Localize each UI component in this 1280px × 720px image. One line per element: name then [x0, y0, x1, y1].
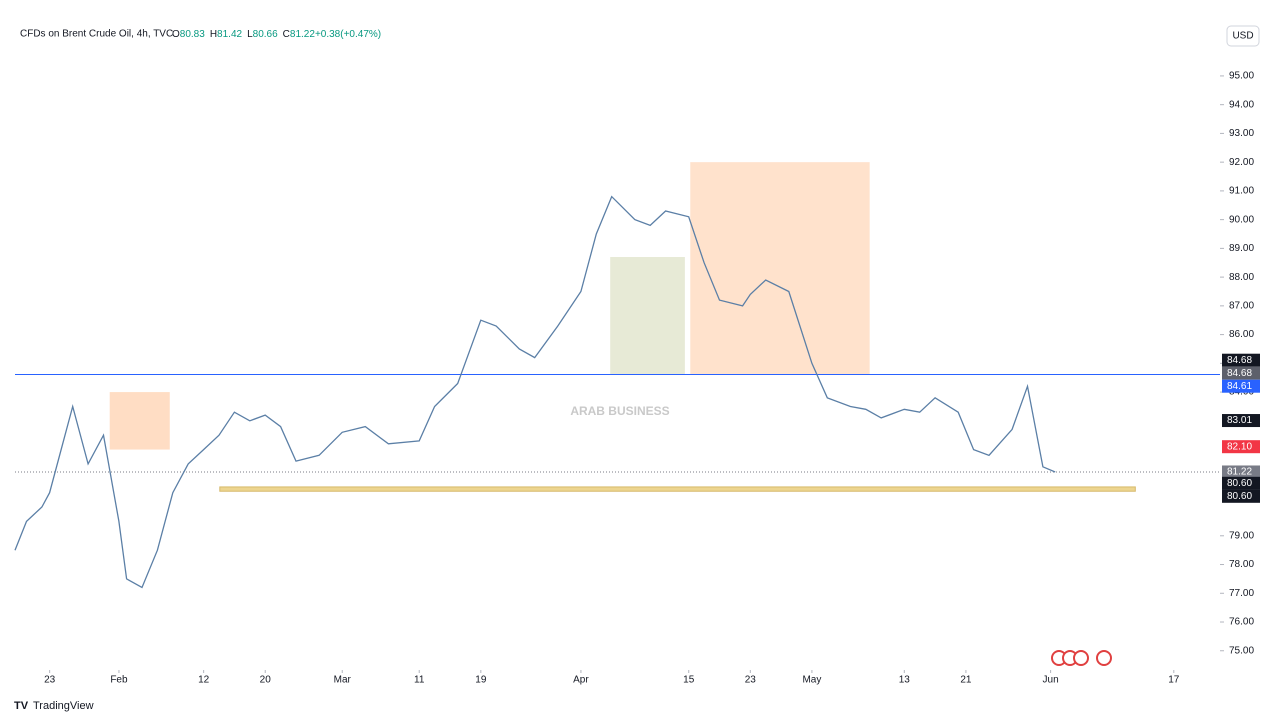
ohlc: O80.83 H81.42 L80.66 C81.22+0.38(+0.47%): [172, 29, 381, 40]
price-label: 82.10: [1227, 441, 1252, 452]
watermark: ARAB BUSINESS: [570, 404, 669, 418]
x-tick-label: 15: [683, 675, 695, 686]
y-tick-label: 93.00: [1229, 128, 1254, 139]
ohlc-prefix: L: [247, 29, 253, 40]
ohlc-prefix: C: [283, 29, 290, 40]
zone: [610, 256, 685, 375]
ohlc-value: (+0.47%): [340, 29, 381, 40]
zone: [219, 486, 1136, 492]
y-tick-label: 91.00: [1229, 186, 1254, 197]
x-tick-label: Feb: [110, 675, 128, 686]
brand-logo: TV: [14, 700, 29, 712]
y-tick-label: 88.00: [1229, 272, 1254, 283]
y-tick-label: 76.00: [1229, 617, 1254, 628]
y-tick-label: 79.00: [1229, 530, 1254, 541]
x-tick-label: 19: [475, 675, 487, 686]
x-tick-label: 23: [745, 675, 757, 686]
chart-title: CFDs on Brent Crude Oil, 4h, TVC: [20, 29, 173, 40]
y-tick-label: 75.00: [1229, 645, 1254, 656]
x-tick-label: Mar: [334, 675, 352, 686]
x-tick-label: May: [802, 675, 821, 686]
currency: USD: [1232, 31, 1253, 42]
x-tick-label: 20: [260, 675, 272, 686]
price-label-bg: [1222, 440, 1260, 454]
event-icons: [1051, 650, 1112, 666]
price-label: 84.68: [1227, 355, 1252, 366]
x-tick-label: Apr: [573, 675, 589, 686]
price-label: 83.01: [1227, 415, 1252, 426]
y-tick-label: 94.00: [1229, 99, 1254, 110]
currency-button[interactable]: [1226, 25, 1260, 47]
price-line: [14, 195, 1056, 589]
x-tick-label: 21: [960, 675, 972, 686]
y-tick-label: 87.00: [1229, 300, 1254, 311]
y-tick-label: 90.00: [1229, 214, 1254, 225]
y-tick-label: 89.00: [1229, 243, 1254, 254]
price-label: 81.22: [1227, 467, 1252, 478]
x-tick-label: Jun: [1043, 675, 1059, 686]
ohlc-value: 80.83: [180, 29, 205, 40]
price-label-bg: [1222, 476, 1260, 490]
price-label: 80.60: [1227, 478, 1252, 489]
price-label-bg: [1222, 465, 1260, 479]
price-label-bg: [1222, 414, 1260, 428]
brand: TradingView: [33, 700, 94, 712]
x-tick-label: 17: [1168, 675, 1180, 686]
price-label-bg: [1222, 353, 1260, 367]
y-tick-label: 86.00: [1229, 329, 1254, 340]
x-tick-label: 13: [899, 675, 911, 686]
y-tick-label: 77.00: [1229, 588, 1254, 599]
zone: [690, 162, 870, 375]
x-tick-label: 11: [414, 675, 425, 686]
zone: [109, 392, 170, 450]
ohlc-value: 81.42: [217, 29, 242, 40]
ohlc-value: +0.38: [315, 29, 341, 40]
y-tick-label: 92.00: [1229, 157, 1254, 168]
price-label: 80.60: [1227, 491, 1252, 502]
y-tick-label: 78.00: [1229, 559, 1254, 570]
y-tick-label: 95.00: [1229, 71, 1254, 82]
price-label-bg: [1222, 489, 1260, 503]
price-label-bg: [1222, 366, 1260, 380]
ohlc-prefix: O: [172, 29, 180, 40]
x-tick-label: 12: [198, 675, 210, 686]
price-label: 84.68: [1227, 368, 1252, 379]
price-label: 84.61: [1227, 381, 1252, 392]
x-tick-label: 23: [44, 675, 56, 686]
price-label-bg: [1222, 379, 1260, 393]
ohlc-value: 80.66: [253, 29, 278, 40]
ohlc-prefix: H: [210, 29, 217, 40]
ohlc-value: 81.22: [290, 29, 315, 40]
